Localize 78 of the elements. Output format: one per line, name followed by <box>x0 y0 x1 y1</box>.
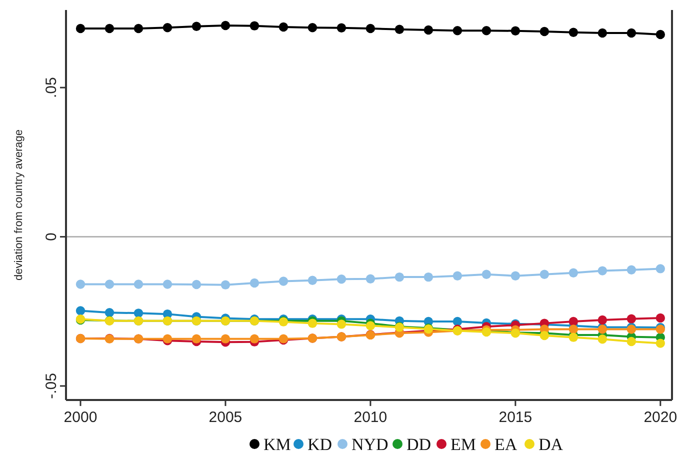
point <box>568 316 578 326</box>
point <box>308 23 318 32</box>
point <box>220 280 230 290</box>
point <box>540 270 550 279</box>
y-tick-label: 0 <box>43 232 60 241</box>
point <box>192 280 202 290</box>
point <box>656 264 665 274</box>
point <box>192 22 202 32</box>
point <box>424 272 434 282</box>
point <box>452 316 462 326</box>
point <box>220 334 230 344</box>
legend-label: KM <box>264 435 291 454</box>
point <box>134 24 144 34</box>
point <box>394 24 404 34</box>
y-axis-title: deviation from country average <box>13 129 25 281</box>
point <box>366 274 376 284</box>
point <box>452 271 462 280</box>
point <box>626 336 636 346</box>
point <box>510 271 520 280</box>
point <box>568 332 578 342</box>
point <box>568 268 578 278</box>
legend-label: EA <box>494 435 518 454</box>
point <box>366 321 376 330</box>
point <box>540 330 550 340</box>
point <box>540 26 550 36</box>
y-tick-label: .05 <box>43 77 60 98</box>
point <box>336 320 346 329</box>
point <box>598 315 608 325</box>
legend-label: EM <box>450 435 476 454</box>
point <box>250 334 260 344</box>
point <box>104 280 114 289</box>
point <box>192 334 202 344</box>
legend-label: NYD <box>352 435 388 454</box>
point <box>134 308 144 318</box>
point <box>250 278 260 288</box>
point <box>76 24 86 34</box>
point <box>626 314 636 324</box>
point <box>598 28 608 38</box>
point <box>308 276 318 285</box>
point <box>278 22 288 32</box>
point <box>76 306 86 316</box>
x-tick-label: 2010 <box>354 409 388 426</box>
x-tick-label: 2000 <box>64 409 98 426</box>
point <box>162 23 172 32</box>
point <box>278 276 288 286</box>
point <box>656 338 665 348</box>
point <box>336 274 346 284</box>
legend-label: DA <box>538 435 564 454</box>
x-tick-label: 2005 <box>208 409 242 426</box>
point <box>482 26 492 36</box>
point <box>626 28 636 38</box>
point <box>104 24 114 34</box>
point <box>424 25 434 35</box>
point <box>510 26 520 36</box>
point <box>394 272 404 282</box>
point <box>308 318 318 328</box>
point <box>366 24 376 34</box>
point <box>656 313 665 323</box>
x-tick-label: 2020 <box>644 409 678 426</box>
point <box>76 280 86 289</box>
legend-label: KD <box>308 435 332 454</box>
point <box>336 23 346 32</box>
point <box>598 266 608 276</box>
point <box>162 280 172 289</box>
x-tick-label: 2015 <box>498 409 532 426</box>
point <box>134 280 144 289</box>
point <box>452 26 462 36</box>
point <box>482 270 492 279</box>
point <box>568 324 578 334</box>
point <box>568 28 578 37</box>
point <box>656 30 665 40</box>
point <box>598 334 608 344</box>
point <box>104 308 114 318</box>
point <box>220 20 230 30</box>
y-tick-label: -.05 <box>43 373 60 399</box>
point <box>626 265 636 274</box>
point <box>250 21 260 30</box>
legend-label: DD <box>406 435 432 454</box>
